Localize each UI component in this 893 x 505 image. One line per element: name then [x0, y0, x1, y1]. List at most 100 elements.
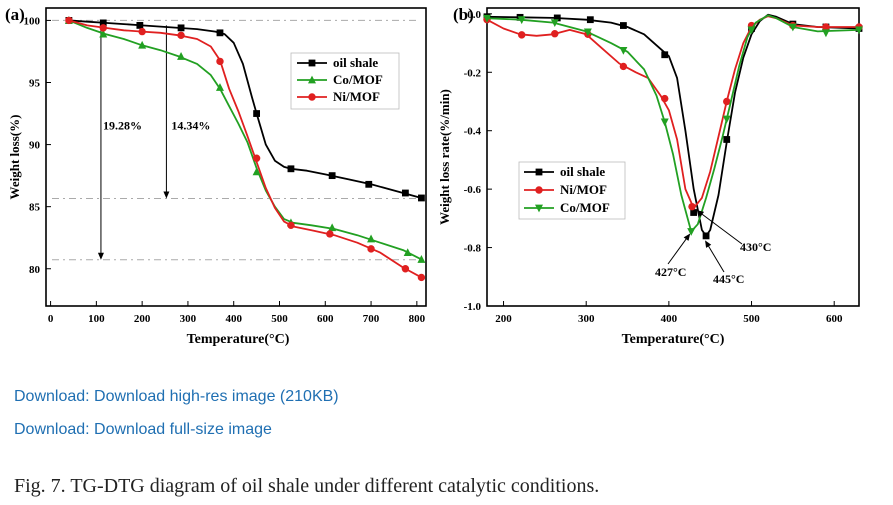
panel-b-arrow-430 [701, 213, 743, 245]
panel-a-legend-marks [297, 59, 327, 101]
panel-a-legend-ni-mof: Ni/MOF [333, 89, 380, 104]
panel-b-co-mof-point-6 [687, 228, 696, 236]
panel-b-legend-marks [524, 168, 554, 213]
panel-b-y-tick-label-1-0: -1.0 [464, 301, 482, 313]
panel-b-y-tick-label-0-0: 0.0 [467, 9, 481, 21]
panel-a-x-tick-label-0: 0 [48, 313, 54, 325]
panel-a-ni-mof-point-9 [401, 265, 410, 273]
panel-b-co-mof-point-1 [517, 16, 526, 25]
panel-b-co-mof-point-7 [722, 115, 731, 124]
panel-a: (a) 0 100 200 300 400 500 600 700 800 80 85 90 95 100… [5, 5, 427, 347]
panel-b-co-mof-point-10 [821, 29, 830, 38]
panel-a-y-tick-label-95: 95 [29, 78, 41, 90]
panel-a-ni-mof-point-6 [287, 221, 295, 229]
panel-b-ni-mof-point-4 [619, 62, 628, 71]
panel-b-x-tick-label-500: 500 [743, 313, 760, 325]
panel-b-oil-shale-point-8 [723, 136, 731, 143]
panel-a-co-mof-point-7 [328, 223, 337, 232]
panel-a-ni-mof-point-10 [417, 273, 426, 282]
panel-a-ni-mof-point-1 [99, 24, 107, 32]
panel-a-legend-marker-oil-shale [308, 59, 316, 67]
panel-a-arrowhead-19-28 [97, 252, 104, 260]
panel-a-oil-shale-point-5 [253, 110, 261, 117]
panel-b-ni-mof-point-2 [551, 30, 559, 38]
panel-b-arrowhead-427 [683, 233, 691, 241]
panel-a-series-line-co-mof [68, 19, 422, 261]
panel-a-ni-mof-point-5 [252, 154, 261, 162]
panel-a-x-tick-label-800: 800 [409, 313, 426, 325]
panel-a-legend-marker-ni-mof [308, 93, 316, 101]
panel-a-y-tick-label-90: 90 [29, 140, 41, 152]
panel-a-x-tick-label-200: 200 [134, 313, 151, 325]
panel-b: (b) 200 300 400 500 600 0.0 -0.2 -0.4 -0.6 -0.8 -1… [437, 5, 863, 347]
panel-b-ni-mof-point-5 [661, 94, 669, 103]
panel-b-annotation-427: 427°C [655, 265, 686, 279]
download-full-size-link[interactable]: Download: Download full-size image [14, 421, 272, 438]
panel-a-co-mof-point-1 [99, 29, 108, 38]
panel-a-plot-frame [45, 7, 427, 307]
download-high-res-link[interactable]: Download: Download high-res image (210KB… [14, 388, 339, 405]
panel-b-ni-mof-point-1 [518, 31, 526, 39]
panel-b-arrowhead-445 [705, 240, 712, 248]
panel-b-oil-shale-point-4 [620, 22, 627, 29]
panel-a-co-mof-point-2 [138, 40, 147, 49]
panel-a-x-tick-label-600: 600 [317, 313, 334, 325]
panel-b-label: (b) [453, 5, 474, 24]
panel-b-x-tick-label-300: 300 [578, 313, 595, 325]
panel-a-ni-mof-point-3 [177, 31, 185, 40]
panel-b-co-mof-point-2 [550, 19, 559, 28]
panel-b-ni-mof-point-7 [723, 97, 731, 106]
panel-a-axis-ticks: 0 100 200 300 400 500 600 700 800 80 85 90 95 100 [24, 15, 426, 325]
panel-b-co-mof-point-3 [583, 28, 592, 37]
panel-b-oil-shale-point-2 [553, 14, 561, 22]
panel-a-legend-marker-co-mof [308, 75, 316, 84]
panel-b-co-mof-point-0 [483, 14, 491, 23]
panel-b-axis-ticks: 200 300 400 500 600 0.0 -0.2 -0.4 -0.6 -0.8 -1.0 [464, 9, 843, 325]
panel-a-oil-shale-point-1 [99, 19, 107, 27]
panel-a-oil-shale-point-6 [287, 165, 295, 173]
panel-a-x-tick-label-700: 700 [363, 313, 380, 325]
panel-b-x-tick-label-200: 200 [495, 313, 512, 325]
panel-a-ni-mof-point-2 [138, 27, 146, 36]
panel-b-x-axis-label: Temperature(°C) [622, 332, 725, 347]
panel-a-co-mof-point-5 [252, 167, 261, 176]
panel-b-oil-shale-point-7 [702, 232, 710, 240]
panel-a-series [64, 16, 426, 282]
panel-a-x-axis-label: Temperature(°C) [187, 332, 290, 347]
panel-a-annotation-19-28: 19.28% [103, 119, 142, 133]
panel-b-series-line-co-mof [486, 14, 860, 233]
panel-b-oil-shale-point-5 [661, 51, 669, 59]
panel-b-x-tick-label-600: 600 [826, 313, 843, 325]
panel-a-co-mof-point-8 [367, 234, 376, 243]
panel-b-y-axis-label: Weight loss rate(%/min) [437, 89, 452, 225]
panel-a-co-mof-point-10 [417, 255, 426, 263]
panel-b-co-mof-point-8 [747, 26, 756, 35]
panel-b-legend-marker-oil-shale [535, 168, 543, 176]
figure-caption: Fig. 7. TG-DTG diagram of oil shale unde… [14, 475, 600, 497]
panel-a-arrowhead-14-34 [163, 191, 170, 199]
panel-a-co-mof-point-9 [403, 248, 412, 257]
panel-b-legend: oil shale Ni/MOF Co/MOF [518, 161, 626, 220]
panel-b-y-tick-label-0-6: -0.6 [464, 184, 482, 196]
panel-a-oil-shale-point-7 [328, 172, 336, 180]
panel-a-oil-shale-point-2 [136, 21, 144, 29]
panel-a-y-tick-label-85: 85 [29, 202, 41, 214]
panel-b-y-tick-label-0-8: -0.8 [464, 243, 482, 255]
panel-a-x-tick-label-100: 100 [88, 313, 105, 325]
panel-b-annotation-445: 445°C [713, 272, 744, 286]
panel-b-series [483, 13, 863, 240]
panel-b-co-mof-point-5 [660, 118, 669, 127]
tg-dtg-figure: (a) 0 100 200 300 400 500 600 700 800 80 85 90 95 100… [5, 5, 863, 347]
panel-a-y-axis-label: Weight loss(%) [7, 115, 22, 200]
panel-b-oil-shale-point-6 [690, 209, 698, 216]
panel-b-co-mof-point-4 [619, 46, 628, 55]
panel-a-ni-mof-point-7 [326, 230, 334, 238]
panel-b-y-tick-label-0-4: -0.4 [464, 126, 482, 138]
panel-b-co-mof-point-11 [855, 26, 863, 35]
panel-a-label: (a) [5, 5, 25, 24]
panel-a-legend-co-mof: Co/MOF [333, 72, 383, 87]
panel-b-co-mof-point-9 [788, 23, 797, 32]
panel-b-ni-mof-point-6 [688, 202, 696, 211]
panel-a-oil-shale-point-8 [365, 180, 373, 188]
panel-b-ni-mof-point-10 [822, 23, 830, 31]
